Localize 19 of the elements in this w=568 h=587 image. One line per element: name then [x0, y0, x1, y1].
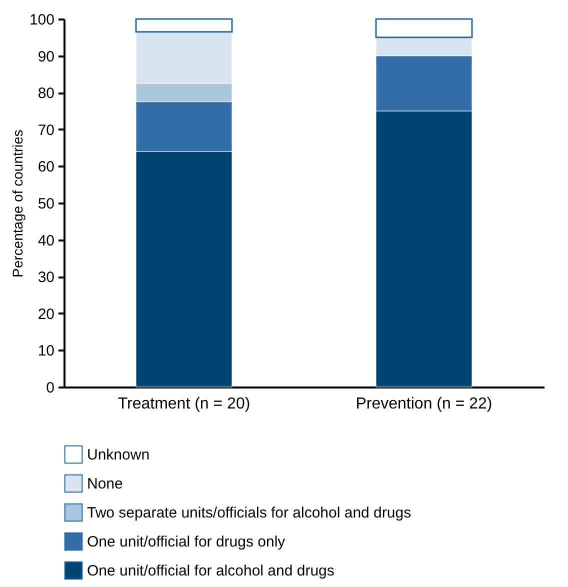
- legend-label: One unit/official for drugs only: [87, 534, 286, 550]
- y-tick-label: 20: [38, 306, 54, 323]
- y-tick-label: 0: [46, 380, 54, 396]
- y-tick-label: 10: [38, 342, 54, 360]
- x-tick-label: Treatment (n = 20): [118, 396, 250, 412]
- legend-label: None: [87, 476, 123, 492]
- y-tick-label: 60: [38, 158, 54, 176]
- legend-label: One unit/official for alcohol and drugs: [87, 562, 334, 580]
- y-axis-title: Percentage of countries: [9, 130, 26, 278]
- y-tick-label: 70: [38, 122, 54, 139]
- y-tick-label: 50: [38, 196, 54, 212]
- legend-label: Unknown: [87, 446, 150, 464]
- y-tick-label: 30: [38, 269, 54, 286]
- x-tick-label: Prevention (n = 22): [356, 396, 492, 412]
- legend-label: Two separate units/officials for alcohol and drugs: [87, 504, 412, 522]
- y-tick-label: 40: [38, 232, 54, 250]
- y-tick-label: 90: [38, 48, 54, 66]
- y-tick-label: 80: [38, 85, 54, 102]
- y-tick-label: 100: [29, 12, 54, 28]
